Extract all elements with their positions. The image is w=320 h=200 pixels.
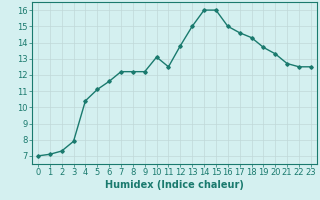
X-axis label: Humidex (Indice chaleur): Humidex (Indice chaleur) [105, 180, 244, 190]
